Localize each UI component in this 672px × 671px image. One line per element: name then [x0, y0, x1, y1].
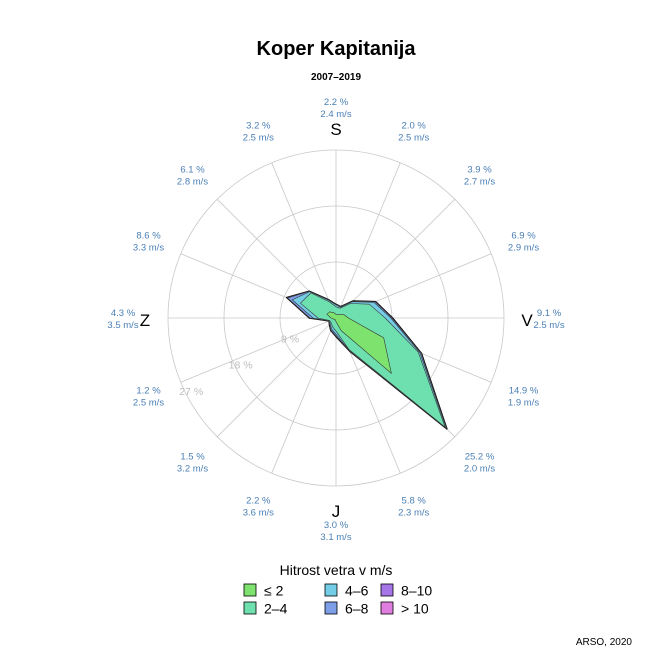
legend-label: 2–4 — [264, 601, 288, 617]
direction-frequency: 3.9 % — [467, 165, 492, 176]
direction-labels: 2.2 %2.4 m/s2.0 %2.5 m/s3.9 %2.7 m/s6.9 … — [107, 97, 564, 543]
direction-frequency: 1.2 % — [136, 386, 161, 397]
legend-label: 4–6 — [345, 583, 369, 599]
legend-item-5: 8–10 — [380, 583, 432, 599]
legend-label: 8–10 — [401, 583, 432, 599]
direction-mean-speed: 2.9 m/s — [508, 242, 539, 253]
direction-mean-speed: 2.8 m/s — [177, 177, 208, 188]
legend-swatch — [243, 601, 257, 615]
direction-frequency: 2.0 % — [402, 121, 427, 132]
grid-spoke-3 — [335, 198, 456, 319]
direction-mean-speed: 2.0 m/s — [464, 464, 495, 475]
direction-frequency: 9.1 % — [537, 308, 562, 319]
legend-swatch — [324, 583, 338, 597]
cardinal-south-label: J — [332, 502, 341, 521]
direction-label-10: 2.2 %3.6 m/s — [243, 496, 274, 519]
direction-label-4: 6.9 %2.9 m/s — [508, 230, 539, 253]
direction-label-2: 2.0 %2.5 m/s — [398, 121, 429, 144]
legend-label: 6–8 — [345, 601, 369, 617]
direction-frequency: 5.8 % — [402, 496, 427, 507]
direction-label-1: 2.2 %2.4 m/s — [320, 97, 351, 120]
direction-frequency: 2.2 % — [324, 97, 349, 108]
grid-spoke-10 — [271, 317, 337, 474]
grid-spoke-2 — [335, 162, 401, 319]
direction-mean-speed: 2.3 m/s — [398, 508, 429, 519]
legend-item-3: 4–6 — [324, 583, 369, 599]
ring-label: 9 % — [281, 333, 299, 345]
ring-labels: 9 % 18 % 27 % — [179, 333, 299, 398]
direction-mean-speed: 2.5 m/s — [533, 320, 564, 331]
petal-layer-1 — [326, 311, 392, 374]
direction-mean-speed: 3.6 m/s — [243, 508, 274, 519]
direction-mean-speed: 2.5 m/s — [133, 398, 164, 409]
legend-swatch — [380, 601, 394, 615]
direction-label-6: 14.9 %1.9 m/s — [508, 386, 539, 409]
direction-frequency: 2.2 % — [246, 496, 271, 507]
direction-mean-speed: 1.9 m/s — [508, 398, 539, 409]
direction-mean-speed: 3.2 m/s — [177, 464, 208, 475]
direction-label-11: 1.5 %3.2 m/s — [177, 452, 208, 475]
legend-item-6: > 10 — [380, 601, 429, 617]
direction-frequency: 6.1 % — [180, 165, 205, 176]
cardinal-north-label: S — [330, 120, 341, 139]
direction-label-12: 1.2 %2.5 m/s — [133, 386, 164, 409]
direction-frequency: 4.3 % — [111, 308, 136, 319]
direction-label-3: 3.9 %2.7 m/s — [464, 165, 495, 188]
ring-label: 18 % — [229, 360, 253, 372]
direction-frequency: 14.9 % — [509, 386, 539, 397]
direction-frequency: 8.6 % — [136, 230, 161, 241]
direction-label-16: 3.2 %2.5 m/s — [243, 121, 274, 144]
legend-item-1: ≤ 2 — [243, 583, 284, 599]
credit-text: ARSO, 2020 — [576, 637, 633, 648]
direction-frequency: 3.0 % — [324, 520, 349, 531]
legend: ≤ 2 2–4 4–6 6–8 8–10 > 10 — [243, 583, 432, 617]
direction-mean-speed: 3.3 m/s — [133, 242, 164, 253]
direction-label-5: 9.1 %2.5 m/s — [533, 308, 564, 331]
wind-petals — [285, 290, 448, 430]
legend-item-4: 6–8 — [324, 601, 369, 617]
direction-label-14: 8.6 %3.3 m/s — [133, 230, 164, 253]
direction-mean-speed: 2.7 m/s — [464, 177, 495, 188]
direction-label-15: 6.1 %2.8 m/s — [177, 165, 208, 188]
grid-spoke-12 — [180, 317, 337, 383]
grid-spoke-11 — [216, 317, 337, 438]
cardinal-east-label: V — [521, 311, 533, 330]
direction-mean-speed: 2.5 m/s — [398, 133, 429, 144]
direction-frequency: 25.2 % — [465, 452, 495, 463]
direction-label-8: 5.8 %2.3 m/s — [398, 496, 429, 519]
legend-label: ≤ 2 — [264, 583, 284, 599]
chart-subtitle: 2007–2019 — [311, 72, 361, 83]
chart-title: Koper Kapitanija — [257, 38, 417, 60]
cardinal-west-label: Z — [140, 311, 150, 330]
ring-label: 27 % — [179, 386, 203, 398]
direction-label-13: 4.3 %3.5 m/s — [107, 308, 138, 331]
legend-item-2: 2–4 — [243, 601, 288, 617]
direction-frequency: 1.5 % — [180, 452, 205, 463]
direction-mean-speed: 2.4 m/s — [320, 109, 351, 120]
direction-mean-speed: 2.5 m/s — [243, 133, 274, 144]
direction-label-9: 3.0 %3.1 m/s — [320, 520, 351, 543]
legend-label: > 10 — [401, 601, 429, 617]
legend-swatch — [243, 583, 257, 597]
legend-swatch — [380, 583, 394, 597]
legend-swatch — [324, 601, 338, 615]
grid-spoke-16 — [271, 162, 337, 319]
direction-frequency: 3.2 % — [246, 121, 271, 132]
direction-mean-speed: 3.1 m/s — [320, 532, 351, 543]
petal-layer-2 — [300, 292, 446, 428]
direction-mean-speed: 3.5 m/s — [107, 320, 138, 331]
direction-label-7: 25.2 %2.0 m/s — [464, 452, 495, 475]
legend-title: Hitrost vetra v m/s — [280, 562, 393, 578]
direction-frequency: 6.9 % — [511, 230, 536, 241]
